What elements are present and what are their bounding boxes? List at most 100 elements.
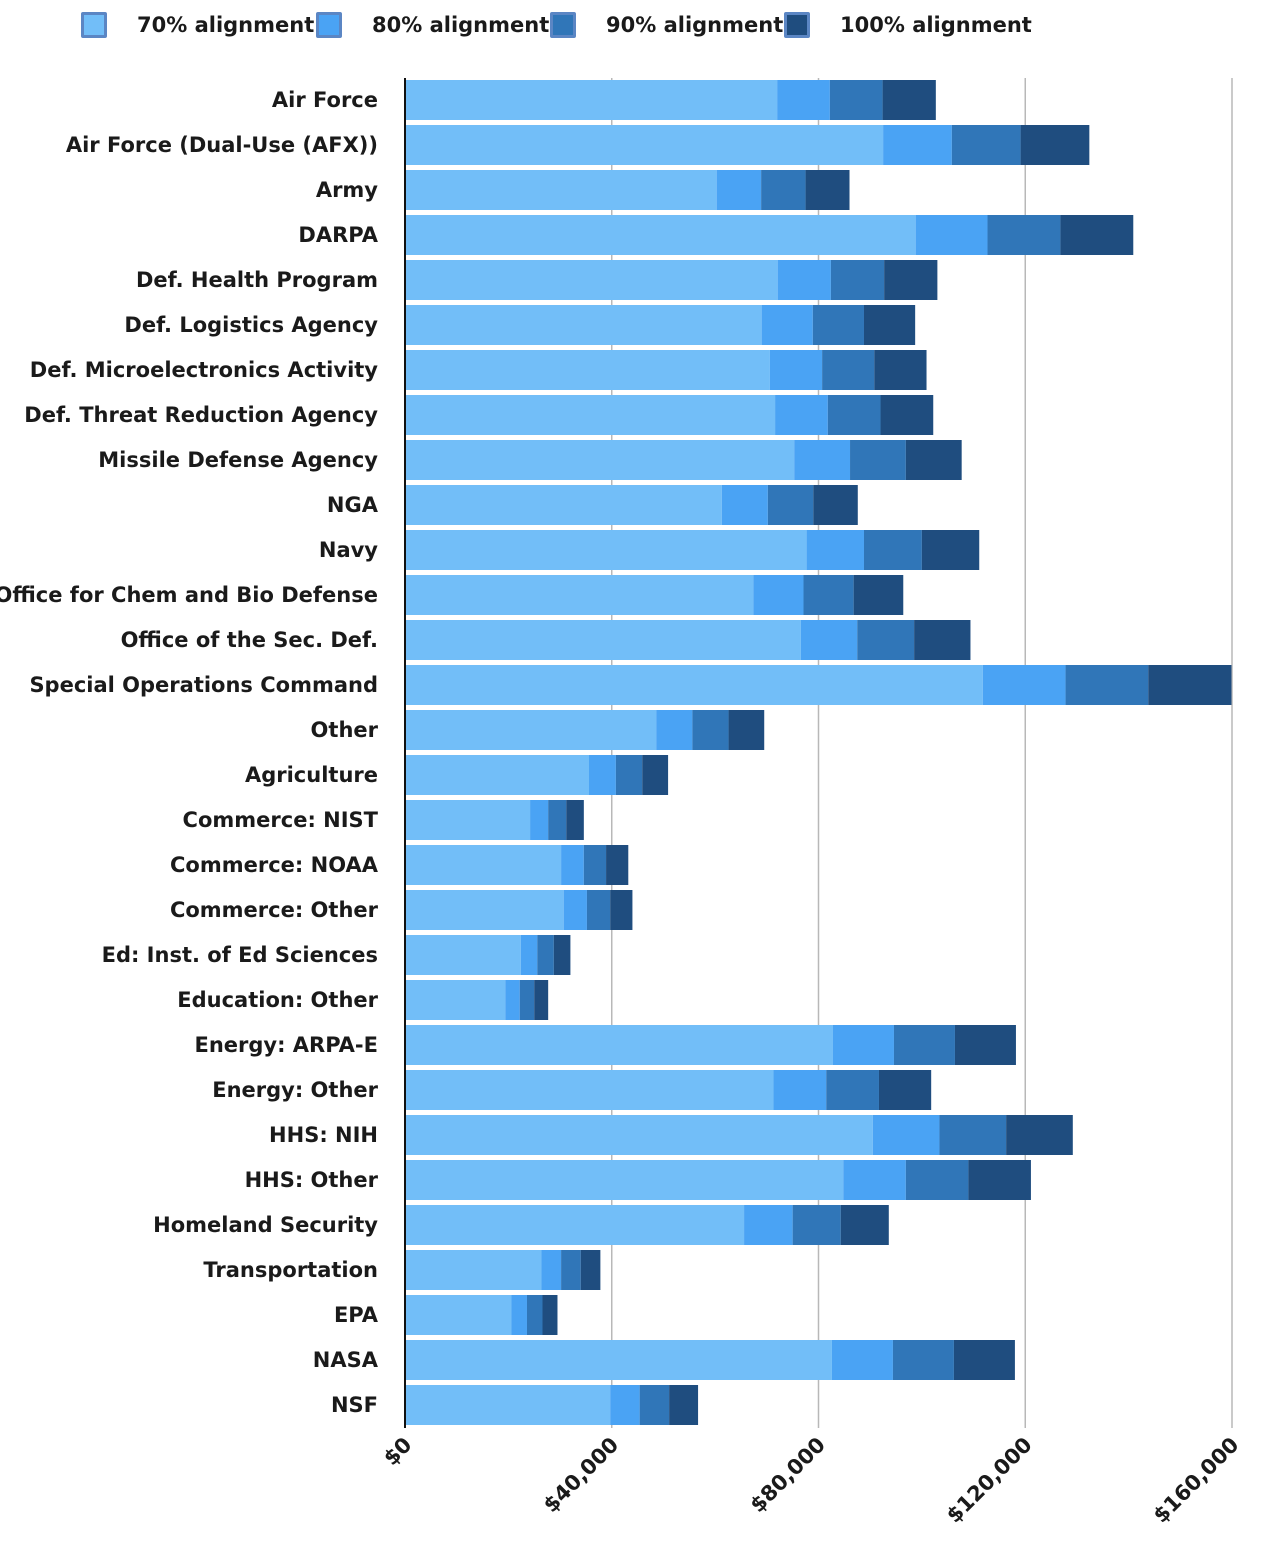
bar-hhs-other-series-2[interactable] bbox=[905, 1160, 969, 1200]
bar-def-microelectronics-activity-series-3[interactable] bbox=[874, 350, 927, 390]
bar-commerce-other-series-1[interactable] bbox=[563, 890, 587, 930]
bar-ed-inst-of-ed-sciences-series-3[interactable] bbox=[553, 935, 571, 975]
bar-nasa-series-1[interactable] bbox=[831, 1340, 893, 1380]
bar-air-force-series-0[interactable] bbox=[405, 80, 778, 120]
bar-special-operations-command-series-1[interactable] bbox=[982, 665, 1066, 705]
bar-darpa-series-3[interactable] bbox=[1060, 215, 1134, 255]
bar-nasa-series-2[interactable] bbox=[892, 1340, 954, 1380]
bar-other-series-0[interactable] bbox=[405, 710, 657, 750]
bar-energy-arpa-e-series-1[interactable] bbox=[832, 1025, 894, 1065]
bar-nga-series-2[interactable] bbox=[767, 485, 814, 525]
bar-other-series-2[interactable] bbox=[692, 710, 729, 750]
bar-nga-series-0[interactable] bbox=[405, 485, 722, 525]
bar-army-series-1[interactable] bbox=[716, 170, 762, 210]
bar-office-for-chem-and-bio-defense-series-1[interactable] bbox=[753, 575, 804, 615]
bar-other-series-3[interactable] bbox=[728, 710, 765, 750]
bar-missile-defense-agency-series-3[interactable] bbox=[905, 440, 962, 480]
bar-def-health-program-series-3[interactable] bbox=[884, 260, 938, 300]
bar-energy-arpa-e-series-3[interactable] bbox=[954, 1025, 1016, 1065]
bar-commerce-other-series-0[interactable] bbox=[405, 890, 564, 930]
bar-army-series-3[interactable] bbox=[805, 170, 850, 210]
bar-office-of-the-sec-def-series-3[interactable] bbox=[914, 620, 971, 660]
bar-nsf-series-1[interactable] bbox=[610, 1385, 640, 1425]
bar-office-for-chem-and-bio-defense-series-2[interactable] bbox=[803, 575, 854, 615]
bar-epa-series-1[interactable] bbox=[511, 1295, 527, 1335]
bar-ed-inst-of-ed-sciences-series-2[interactable] bbox=[537, 935, 554, 975]
bar-nsf-series-2[interactable] bbox=[639, 1385, 670, 1425]
bar-nasa-series-0[interactable] bbox=[405, 1340, 832, 1380]
bar-air-force-dual-use-afx-series-0[interactable] bbox=[405, 125, 884, 165]
bar-def-health-program-series-1[interactable] bbox=[777, 260, 831, 300]
bar-nsf-series-3[interactable] bbox=[669, 1385, 699, 1425]
bar-army-series-0[interactable] bbox=[405, 170, 717, 210]
bar-office-of-the-sec-def-series-1[interactable] bbox=[800, 620, 858, 660]
bar-energy-other-series-1[interactable] bbox=[773, 1070, 827, 1110]
bar-transportation-series-2[interactable] bbox=[561, 1250, 581, 1290]
bar-hhs-other-series-3[interactable] bbox=[968, 1160, 1031, 1200]
bar-def-threat-reduction-agency-series-3[interactable] bbox=[880, 395, 934, 435]
bar-commerce-nist-series-3[interactable] bbox=[566, 800, 584, 840]
bar-darpa-series-1[interactable] bbox=[915, 215, 988, 255]
bar-epa-series-3[interactable] bbox=[542, 1295, 558, 1335]
bar-commerce-nist-series-0[interactable] bbox=[405, 800, 531, 840]
bar-ed-inst-of-ed-sciences-series-1[interactable] bbox=[520, 935, 538, 975]
bar-missile-defense-agency-series-0[interactable] bbox=[405, 440, 795, 480]
bar-education-other-series-1[interactable] bbox=[505, 980, 520, 1020]
bar-special-operations-command-series-0[interactable] bbox=[405, 665, 983, 705]
bar-def-health-program-series-0[interactable] bbox=[405, 260, 778, 300]
bar-energy-other-series-0[interactable] bbox=[405, 1070, 774, 1110]
bar-agriculture-series-3[interactable] bbox=[642, 755, 669, 795]
bar-transportation-series-3[interactable] bbox=[580, 1250, 601, 1290]
bar-hhs-other-series-0[interactable] bbox=[405, 1160, 844, 1200]
bar-air-force-series-2[interactable] bbox=[829, 80, 883, 120]
bar-office-of-the-sec-def-series-2[interactable] bbox=[857, 620, 915, 660]
bar-hhs-other-series-1[interactable] bbox=[843, 1160, 906, 1200]
bar-missile-defense-agency-series-2[interactable] bbox=[850, 440, 906, 480]
bar-air-force-dual-use-afx-series-2[interactable] bbox=[951, 125, 1021, 165]
bar-commerce-noaa-series-0[interactable] bbox=[405, 845, 562, 885]
bar-special-operations-command-series-2[interactable] bbox=[1065, 665, 1149, 705]
bar-darpa-series-0[interactable] bbox=[405, 215, 916, 255]
bar-missile-defense-agency-series-1[interactable] bbox=[794, 440, 851, 480]
bar-epa-series-2[interactable] bbox=[526, 1295, 543, 1335]
bar-def-logistics-agency-series-1[interactable] bbox=[761, 305, 813, 345]
bar-energy-arpa-e-series-2[interactable] bbox=[893, 1025, 955, 1065]
bar-commerce-other-series-3[interactable] bbox=[610, 890, 633, 930]
bar-navy-series-2[interactable] bbox=[863, 530, 922, 570]
bar-transportation-series-1[interactable] bbox=[541, 1250, 562, 1290]
bar-special-operations-command-series-3[interactable] bbox=[1148, 665, 1232, 705]
bar-commerce-noaa-series-2[interactable] bbox=[583, 845, 607, 885]
bar-education-other-series-2[interactable] bbox=[519, 980, 535, 1020]
bar-commerce-noaa-series-1[interactable] bbox=[561, 845, 584, 885]
bar-energy-arpa-e-series-0[interactable] bbox=[405, 1025, 833, 1065]
bar-other-series-1[interactable] bbox=[656, 710, 693, 750]
bar-def-threat-reduction-agency-series-1[interactable] bbox=[775, 395, 828, 435]
bar-navy-series-3[interactable] bbox=[921, 530, 980, 570]
bar-agriculture-series-0[interactable] bbox=[405, 755, 590, 795]
bar-army-series-2[interactable] bbox=[761, 170, 806, 210]
bar-air-force-dual-use-afx-series-1[interactable] bbox=[883, 125, 952, 165]
bar-commerce-noaa-series-3[interactable] bbox=[606, 845, 629, 885]
bar-agriculture-series-1[interactable] bbox=[589, 755, 616, 795]
bar-air-force-dual-use-afx-series-3[interactable] bbox=[1020, 125, 1090, 165]
bar-hhs-nih-series-3[interactable] bbox=[1006, 1115, 1073, 1155]
bar-agriculture-series-2[interactable] bbox=[615, 755, 643, 795]
bar-office-for-chem-and-bio-defense-series-3[interactable] bbox=[853, 575, 904, 615]
bar-education-other-series-3[interactable] bbox=[534, 980, 549, 1020]
bar-def-microelectronics-activity-series-2[interactable] bbox=[822, 350, 875, 390]
bar-hhs-nih-series-1[interactable] bbox=[872, 1115, 940, 1155]
bar-energy-other-series-2[interactable] bbox=[826, 1070, 879, 1110]
bar-homeland-security-series-0[interactable] bbox=[405, 1205, 745, 1245]
bar-hhs-nih-series-0[interactable] bbox=[405, 1115, 873, 1155]
bar-nasa-series-3[interactable] bbox=[953, 1340, 1015, 1380]
bar-nsf-series-0[interactable] bbox=[405, 1385, 611, 1425]
bar-homeland-security-series-1[interactable] bbox=[744, 1205, 793, 1245]
bar-def-threat-reduction-agency-series-2[interactable] bbox=[827, 395, 881, 435]
bar-hhs-nih-series-2[interactable] bbox=[939, 1115, 1007, 1155]
bar-def-logistics-agency-series-2[interactable] bbox=[812, 305, 864, 345]
bar-commerce-other-series-2[interactable] bbox=[586, 890, 611, 930]
bar-energy-other-series-3[interactable] bbox=[878, 1070, 932, 1110]
bar-nga-series-3[interactable] bbox=[813, 485, 858, 525]
bar-homeland-security-series-3[interactable] bbox=[840, 1205, 889, 1245]
bar-def-microelectronics-activity-series-0[interactable] bbox=[405, 350, 770, 390]
